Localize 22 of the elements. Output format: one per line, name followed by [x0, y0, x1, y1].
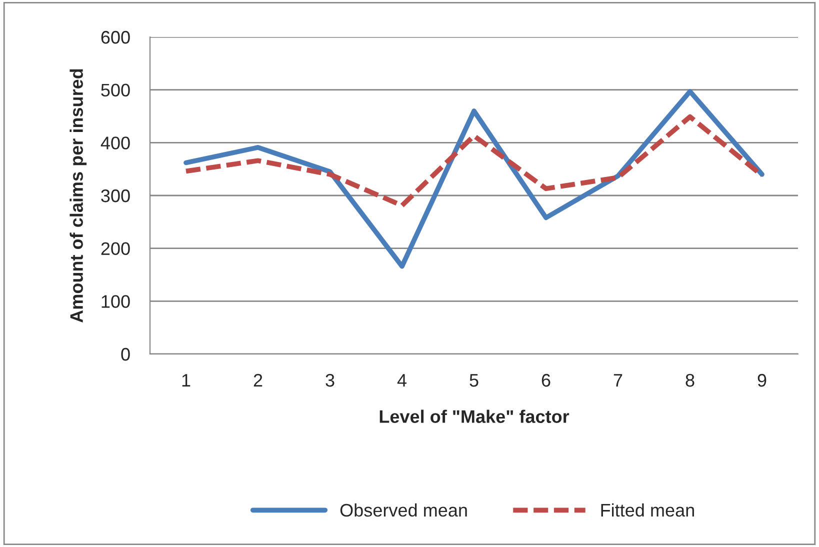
legend-label: Fitted mean	[601, 503, 694, 517]
y-tick-label: 500	[101, 84, 130, 97]
y-tick-label: 400	[100, 136, 130, 150]
x-tick-label: 5	[470, 374, 478, 387]
x-axis-title: Level of "Make" factor	[380, 410, 570, 423]
y-tick-label: 100	[102, 295, 130, 308]
x-tick-label: 7	[614, 374, 622, 387]
x-tick-label: 4	[397, 374, 406, 387]
y-tick-label: 300	[101, 189, 130, 202]
x-tick-label: 9	[758, 374, 766, 387]
x-tick-label: 3	[326, 374, 334, 387]
x-tick-label: 6	[542, 374, 550, 387]
x-tick-label: 2	[254, 374, 262, 387]
y-tick-label: 0	[121, 348, 130, 361]
y-tick-label: 200	[101, 242, 130, 256]
line-series	[184, 114, 764, 208]
legend-label: Observed mean	[340, 503, 467, 517]
line-series	[184, 88, 764, 269]
x-tick-label: 1	[182, 374, 190, 387]
y-axis-title: Amount of claims per insured	[70, 69, 87, 322]
y-tick-label: 600	[101, 30, 130, 44]
x-tick-label: 8	[686, 374, 694, 387]
